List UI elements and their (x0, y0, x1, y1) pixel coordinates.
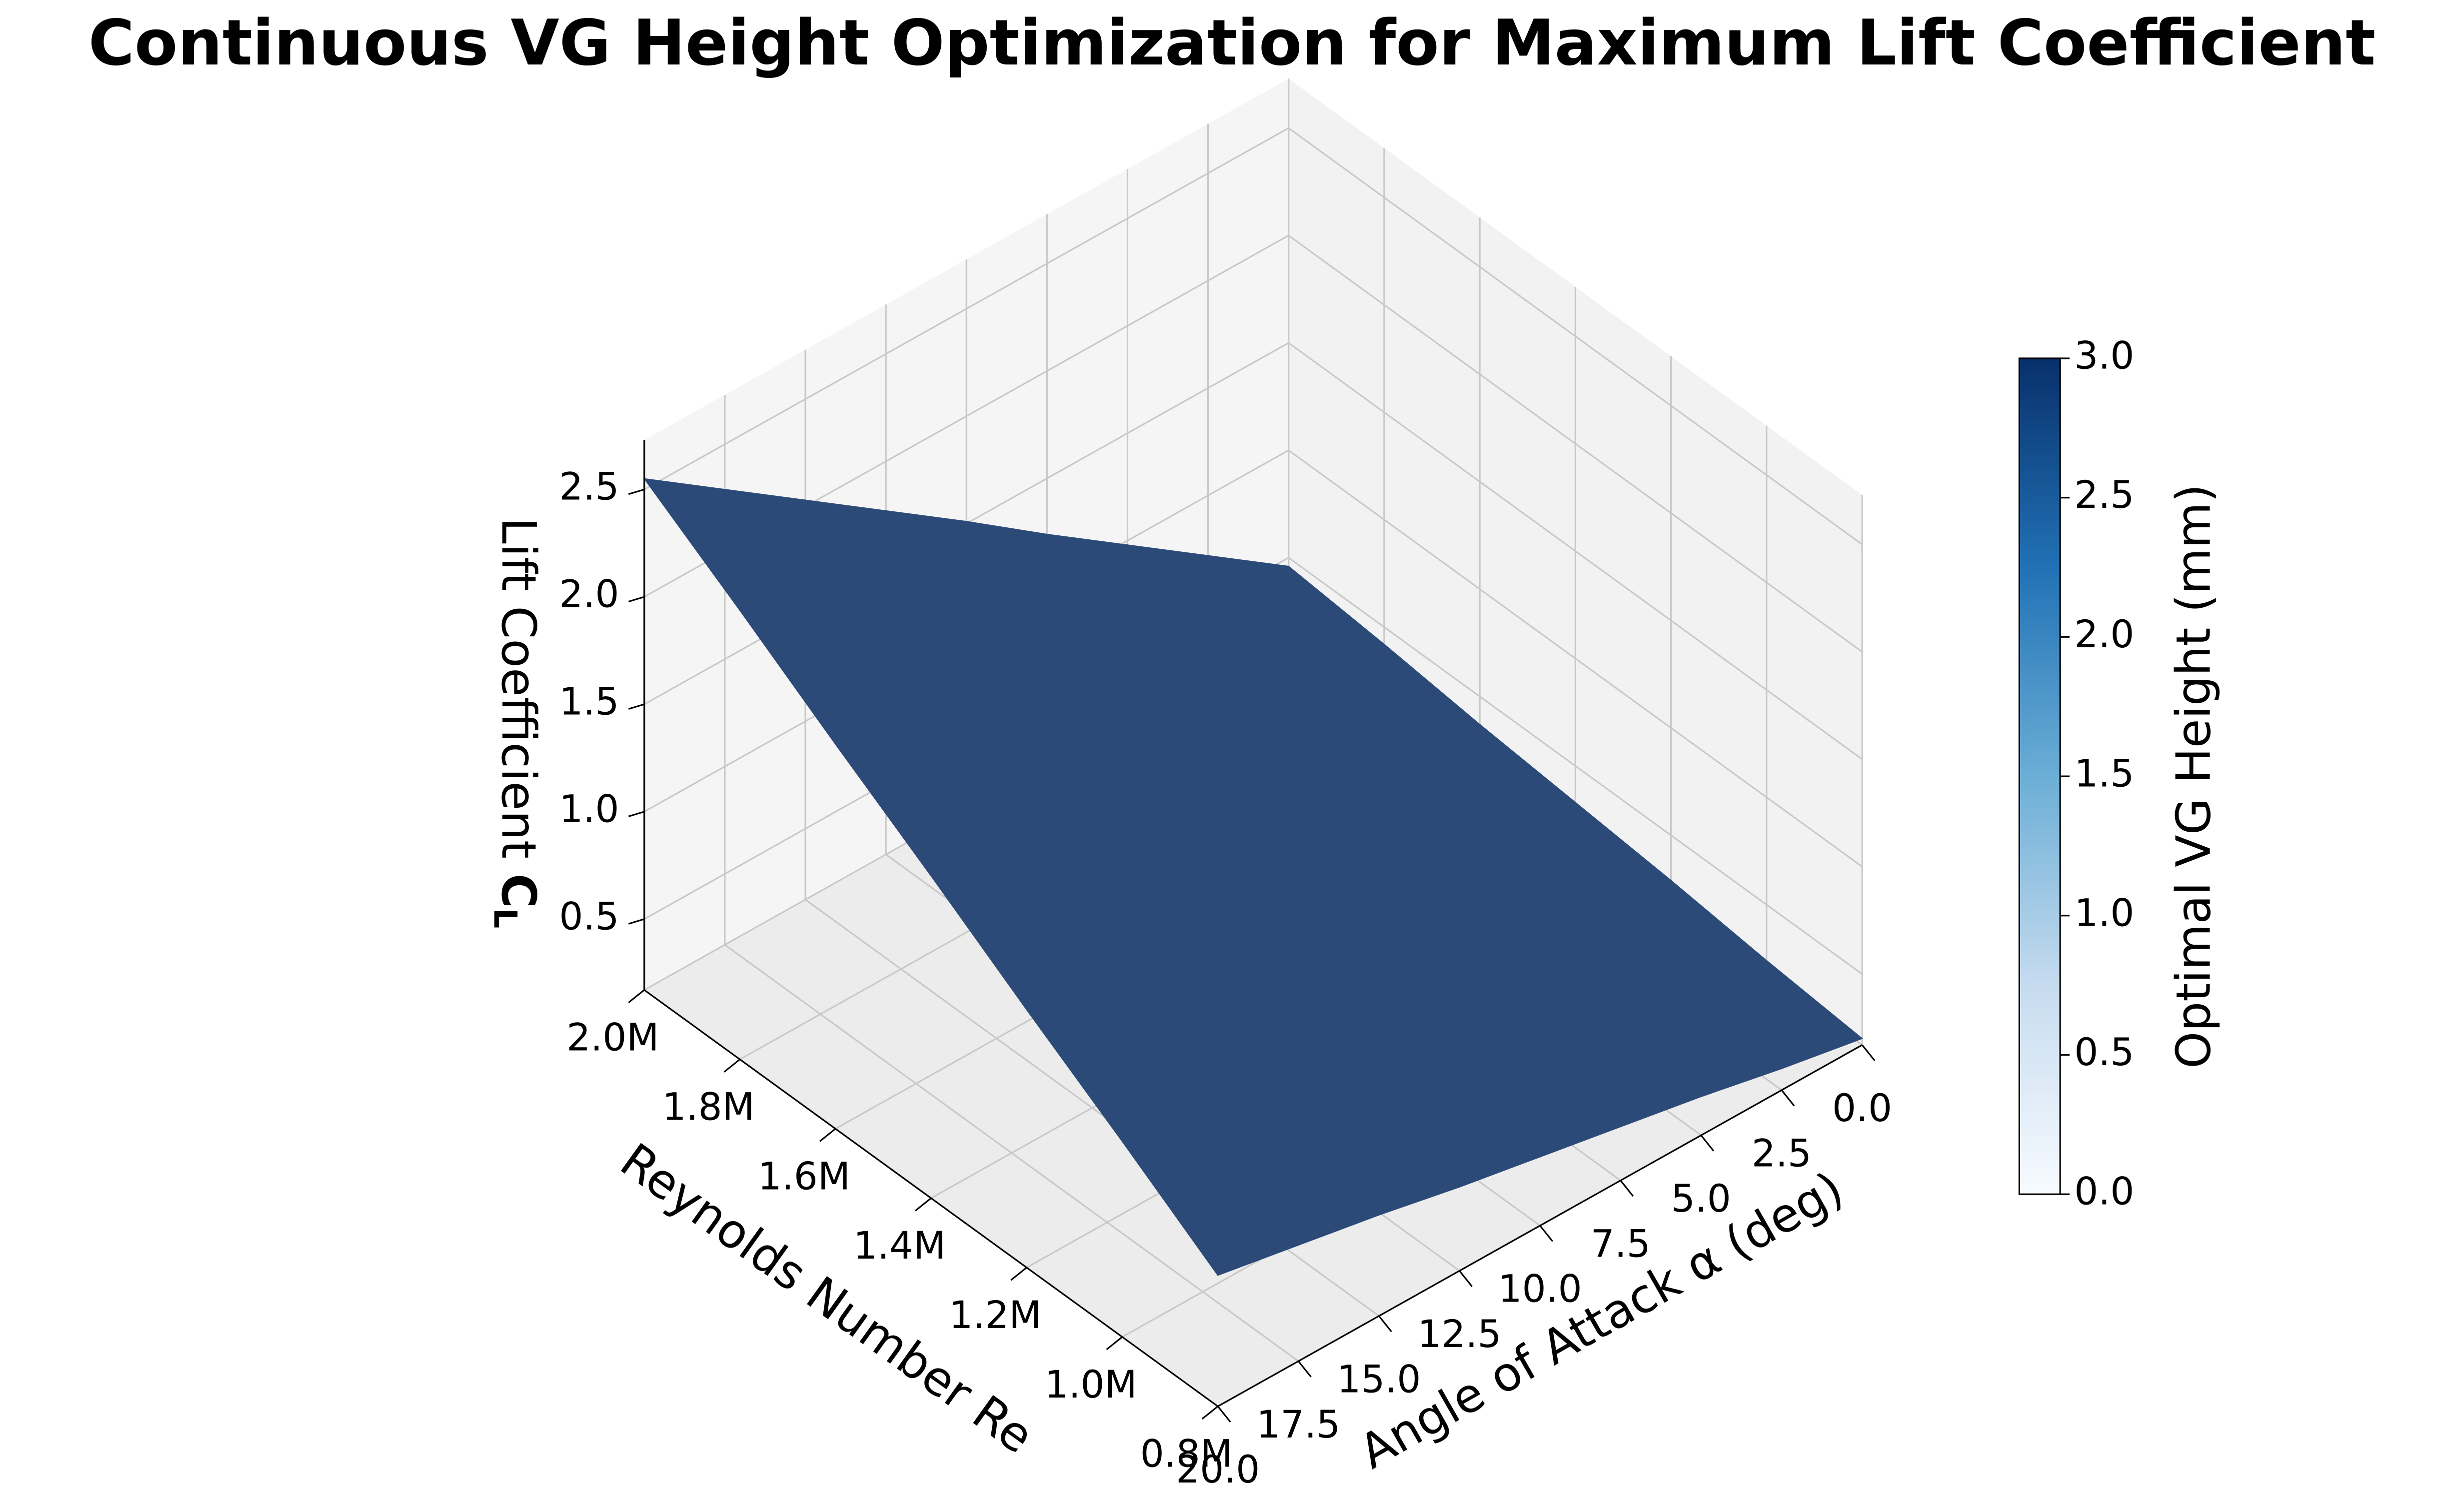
colorbar-tick-label: 1.5 (2074, 752, 2134, 796)
x-tick-label: 0.0 (1832, 1086, 1892, 1130)
x-tick (1539, 1225, 1554, 1242)
z-axis-label: Lift Coefficient CL (487, 517, 546, 928)
z-tick (628, 703, 645, 710)
x-tick (1861, 1044, 1876, 1062)
x-tick-label: 7.5 (1591, 1222, 1651, 1266)
x-tick (1217, 1406, 1231, 1423)
colorbar-tick-label: 3.0 (2074, 333, 2134, 377)
x-tick (1459, 1270, 1473, 1287)
y-tick-label: 1.0M (1045, 1363, 1137, 1407)
colorbar-tick-label: 0.0 (2074, 1170, 2134, 1214)
grid-line (644, 127, 1289, 490)
surface-patch (1121, 1119, 1299, 1276)
grid-line (1288, 234, 1863, 653)
z-tick-label: 0.5 (559, 894, 619, 938)
z-axis-label-symbol: C (491, 874, 546, 908)
grid-line (1288, 557, 1863, 975)
colorbar-tick-label: 0.5 (2074, 1030, 2134, 1074)
z-axis-label-subscript: L (487, 908, 523, 928)
colorbar-tick-label: 2.5 (2074, 473, 2134, 517)
z-tick (628, 811, 645, 817)
x-tick (1700, 1135, 1715, 1152)
x-tick-label: 15.0 (1337, 1357, 1421, 1401)
axis-line (1217, 1044, 1863, 1407)
y-tick-label: 1.4M (853, 1224, 946, 1268)
colorbar-label: Optimal VG Height (mm) (2166, 484, 2221, 1069)
y-tick (819, 1128, 836, 1142)
x-tick-label: 17.5 (1256, 1403, 1340, 1447)
x-tick-label: 5.0 (1671, 1177, 1731, 1221)
chart-title: Continuous VG Height Optimization for Ma… (88, 6, 2376, 79)
x-tick (1620, 1180, 1634, 1197)
y-tick-label: 1.8M (662, 1085, 755, 1129)
y-tick-label: 1.6M (758, 1154, 850, 1198)
y-tick-label: 1.2M (949, 1293, 1041, 1337)
colorbar-tick-label: 1.0 (2074, 891, 2134, 935)
y-tick-label: 2.0M (566, 1016, 659, 1060)
x-tick-label: 2.5 (1752, 1132, 1812, 1176)
z-axis-label-text: Lift Coefficient (491, 517, 546, 859)
colorbar-tick-label: 2.0 (2074, 612, 2134, 656)
y-tick-label: 0.8M (1140, 1432, 1233, 1476)
y-tick (1010, 1267, 1027, 1281)
z-tick-label: 1.0 (559, 787, 619, 831)
x-tick-label: 12.5 (1418, 1312, 1502, 1356)
z-tick-label: 2.0 (559, 572, 619, 616)
z-tick-label: 2.5 (559, 465, 619, 509)
y-tick (723, 1059, 741, 1073)
grid-line (1288, 342, 1863, 760)
x-tick (1298, 1361, 1312, 1378)
z-tick (628, 596, 645, 603)
z-tick-label: 1.5 (559, 679, 619, 723)
colorbar (2018, 357, 2061, 1195)
x-tick-label: 10.0 (1498, 1267, 1582, 1311)
x-tick (1378, 1315, 1392, 1333)
grid-line (1288, 127, 1863, 545)
y-tick (1201, 1406, 1219, 1420)
x-tick-label: 20.0 (1176, 1448, 1260, 1492)
grid-line (1288, 449, 1863, 868)
x-tick (1781, 1090, 1795, 1107)
y-tick (1106, 1336, 1123, 1351)
y-tick (915, 1197, 932, 1212)
y-tick (628, 989, 645, 1003)
z-tick (628, 488, 645, 495)
axis-line (643, 989, 1219, 1407)
z-tick (628, 918, 645, 925)
